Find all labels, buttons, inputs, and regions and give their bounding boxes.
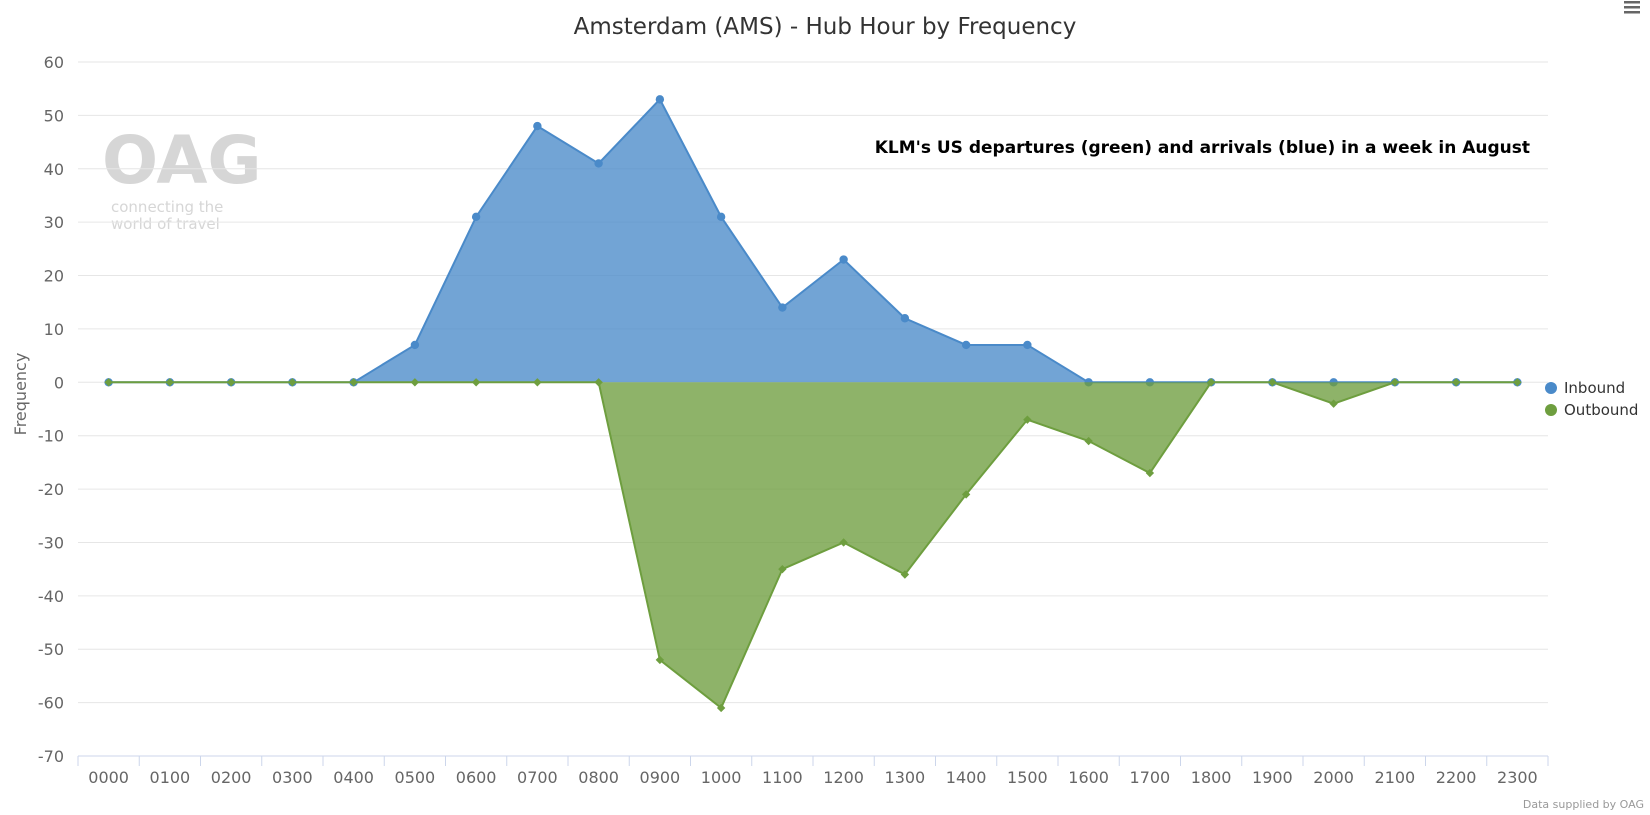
- y-tick-label: 60: [44, 53, 64, 72]
- x-tick-label: 1100: [762, 768, 803, 787]
- x-tick-label: 0800: [578, 768, 619, 787]
- y-tick-label: -70: [38, 747, 64, 766]
- y-tick-label: 30: [44, 213, 64, 232]
- y-tick-label: -50: [38, 640, 64, 659]
- legend-label: Outbound: [1564, 401, 1638, 419]
- x-tick-label: 1900: [1252, 768, 1293, 787]
- legend-label: Inbound: [1564, 379, 1625, 397]
- data-point-outbound[interactable]: [1451, 378, 1461, 387]
- data-point-outbound[interactable]: [349, 378, 358, 387]
- legend-item-inbound[interactable]: Inbound: [1545, 379, 1625, 397]
- data-point-outbound[interactable]: [594, 378, 603, 387]
- y-tick-label: -30: [38, 533, 64, 552]
- data-point-outbound[interactable]: [778, 564, 787, 574]
- y-tick-label: 40: [44, 160, 64, 179]
- data-point-outbound[interactable]: [1268, 378, 1277, 387]
- data-point-outbound[interactable]: [1084, 436, 1093, 446]
- data-point-inbound[interactable]: [471, 212, 481, 222]
- data-point-outbound[interactable]: [655, 655, 665, 665]
- y-tick-label: 20: [44, 267, 64, 286]
- data-point-inbound[interactable]: [655, 95, 665, 104]
- y-tick-label: -10: [38, 427, 64, 446]
- x-tick-label: 0400: [333, 768, 374, 787]
- watermark: OAG connecting the world of travel: [102, 122, 262, 233]
- x-tick-label: 0600: [456, 768, 497, 787]
- y-tick-label: -40: [38, 587, 64, 606]
- chart-title: Amsterdam (AMS) - Hub Hour by Frequency: [574, 14, 1077, 40]
- y-axis-ticks: 60 50 40 30 20 10 0 -10 -20 -30 -40 -50 -60 -70: [38, 53, 64, 766]
- data-point-outbound[interactable]: [226, 378, 236, 387]
- data-point-outbound[interactable]: [716, 703, 726, 713]
- x-axis-ticks: 0000 0100 0200 0300 0400 0500 0600 0700 0800 0900…: [77, 755, 1549, 787]
- legend-item-outbound[interactable]: Outbound: [1545, 401, 1638, 419]
- y-axis-label: Frequency: [11, 353, 30, 436]
- data-point-outbound[interactable]: [533, 378, 542, 387]
- y-tick-label: 50: [44, 106, 64, 125]
- x-tick-label: 1600: [1068, 768, 1109, 787]
- credits: Data supplied by OAG: [1523, 798, 1644, 811]
- x-tick-label: 2100: [1375, 768, 1416, 787]
- x-tick-label: 0000: [88, 768, 129, 787]
- data-point-outbound[interactable]: [471, 378, 481, 387]
- x-tick-label: 0100: [150, 768, 191, 787]
- series-layer: [104, 95, 1522, 713]
- data-point-outbound[interactable]: [288, 378, 297, 387]
- data-point-outbound[interactable]: [839, 538, 848, 547]
- data-point-inbound[interactable]: [961, 340, 971, 350]
- x-tick-label: 0300: [272, 768, 313, 787]
- y-tick-label: 10: [44, 320, 64, 339]
- series-area-inbound: [108, 99, 1518, 383]
- x-tick-label: 1800: [1191, 768, 1232, 787]
- y-tick-label: 0: [54, 373, 64, 392]
- data-point-outbound[interactable]: [1513, 378, 1522, 387]
- x-tick-label: 2200: [1436, 768, 1477, 787]
- legend: Inbound Outbound: [1545, 379, 1638, 419]
- x-tick-label: 2300: [1497, 768, 1538, 787]
- data-point-outbound[interactable]: [165, 378, 175, 387]
- data-point-outbound[interactable]: [961, 490, 971, 499]
- data-point-outbound[interactable]: [1390, 378, 1400, 387]
- x-tick-label: 1400: [946, 768, 987, 787]
- series-line-outbound: [108, 381, 1518, 710]
- data-point-inbound[interactable]: [533, 121, 542, 131]
- data-point-inbound[interactable]: [900, 314, 910, 323]
- chart-annotation: KLM's US departures (green) and arrivals…: [875, 138, 1530, 158]
- data-point-inbound[interactable]: [716, 212, 726, 222]
- legend-marker: [1545, 404, 1557, 416]
- watermark-line-2: world of travel: [111, 215, 220, 233]
- data-point-outbound[interactable]: [900, 570, 910, 579]
- data-point-outbound[interactable]: [410, 378, 420, 387]
- data-point-inbound[interactable]: [778, 303, 787, 312]
- data-point-outbound[interactable]: [1329, 399, 1338, 408]
- hamburger-menu-icon[interactable]: [1620, 0, 1644, 18]
- data-point-inbound[interactable]: [839, 255, 848, 264]
- data-point-outbound[interactable]: [1023, 415, 1032, 424]
- y-tick-label: -60: [38, 694, 64, 713]
- data-point-inbound[interactable]: [410, 340, 420, 350]
- x-tick-label: 0200: [211, 768, 252, 787]
- x-tick-label: 0700: [517, 768, 558, 787]
- data-point-outbound[interactable]: [1145, 468, 1155, 478]
- watermark-line-1: connecting the: [111, 198, 223, 216]
- data-point-inbound[interactable]: [594, 159, 603, 168]
- x-tick-label: 1700: [1130, 768, 1171, 787]
- data-point-outbound[interactable]: [1206, 378, 1216, 387]
- x-tick-label: 1300: [885, 768, 926, 787]
- x-tick-label: 0900: [640, 768, 681, 787]
- y-tick-label: -20: [38, 480, 64, 499]
- data-point-inbound[interactable]: [1023, 340, 1032, 350]
- x-tick-label: 1200: [823, 768, 864, 787]
- x-tick-label: 2000: [1313, 768, 1354, 787]
- series-area-outbound: [108, 382, 1518, 708]
- x-tick-label: 0500: [395, 768, 436, 787]
- data-point-outbound[interactable]: [104, 378, 113, 387]
- watermark-logo: OAG: [102, 122, 262, 199]
- x-tick-label: 1500: [1007, 768, 1048, 787]
- legend-marker: [1545, 382, 1557, 394]
- x-tick-label: 1000: [701, 768, 742, 787]
